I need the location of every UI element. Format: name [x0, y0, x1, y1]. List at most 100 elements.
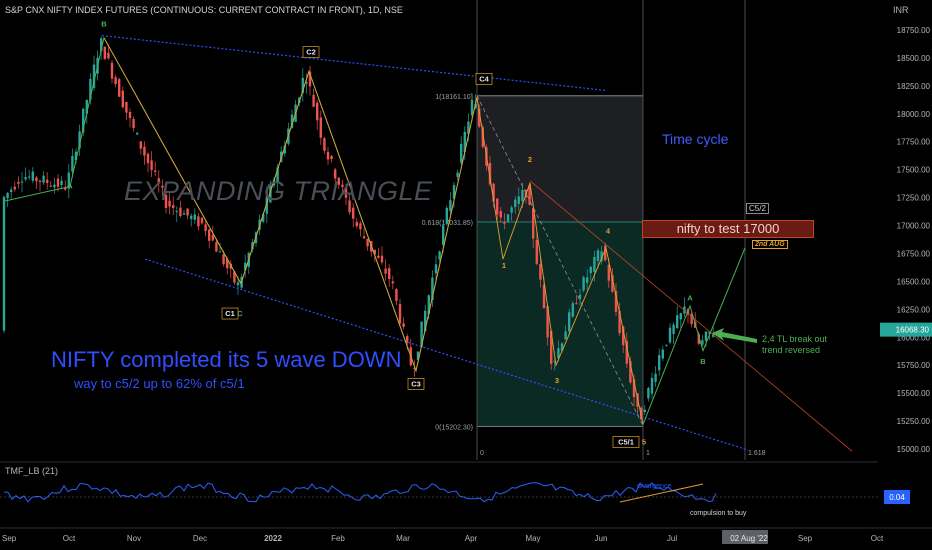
- candle-body: [697, 334, 700, 344]
- upper-trendline: [101, 34, 606, 91]
- candle-body: [388, 268, 391, 280]
- candle-body: [85, 100, 88, 114]
- price-tick-label: 18750.00: [897, 26, 931, 35]
- candle-body: [146, 153, 150, 164]
- price-tick-label: 16500.00: [897, 277, 931, 286]
- crosshair-date-label: 02 Aug '22: [730, 534, 768, 543]
- candle-body: [424, 310, 427, 332]
- candle-body: [568, 312, 571, 332]
- candle-body: [517, 196, 520, 204]
- candle-body: [38, 180, 42, 182]
- candle-body: [690, 313, 693, 325]
- oscillator-value-tag: [884, 490, 910, 504]
- wave-label: 3: [555, 376, 559, 385]
- fib-zone-lower: [477, 221, 643, 427]
- candle-body: [301, 77, 304, 94]
- wave-label-box: [221, 307, 239, 320]
- candle-body: [676, 315, 679, 328]
- candle-body: [308, 71, 312, 87]
- candle-body: [668, 327, 672, 343]
- divergence-annotation: divergence: [637, 483, 672, 490]
- candle-body: [456, 172, 459, 177]
- candle-body: [172, 205, 175, 208]
- candle-body: [64, 187, 67, 190]
- time-tick-label: Dec: [193, 534, 207, 543]
- candle-body: [510, 207, 513, 213]
- trendline-note: 2,4 TL break out trend reversed: [762, 334, 827, 356]
- candle-body: [442, 225, 445, 245]
- candle-body: [46, 179, 49, 183]
- currency-label: INR: [893, 5, 909, 15]
- candle-body: [312, 94, 315, 107]
- price-tick-label: 17500.00: [897, 166, 931, 175]
- price-tick-label: 16750.00: [897, 249, 931, 258]
- candle-body: [28, 176, 31, 178]
- wave-channel-line: [476, 95, 644, 426]
- oscillator-line: [3, 482, 717, 503]
- candle-body: [499, 211, 502, 218]
- candle-body: [514, 199, 517, 208]
- candle-body: [593, 257, 596, 272]
- candle-body: [359, 223, 362, 230]
- candle-body: [330, 155, 333, 159]
- candle-body: [208, 229, 211, 241]
- candle-body: [139, 141, 142, 149]
- price-axis-bg: [878, 0, 932, 550]
- candle-body: [222, 254, 225, 265]
- candle-body: [164, 194, 168, 208]
- candle-body: [402, 323, 405, 327]
- candle-body: [629, 361, 632, 383]
- candle-body: [650, 377, 654, 394]
- candle-body: [211, 234, 214, 241]
- candle-body: [373, 249, 376, 255]
- candle-body: [355, 221, 358, 227]
- compulsion-annotation: compulsion to buy: [690, 510, 747, 517]
- candle-body: [197, 216, 200, 227]
- candle-body: [53, 184, 56, 188]
- candle-body: [150, 160, 153, 171]
- candle-body: [420, 321, 423, 348]
- candle-body: [10, 189, 13, 193]
- time-tick-label: Apr: [465, 534, 478, 543]
- candle-body: [20, 181, 24, 183]
- candle-body: [276, 167, 279, 183]
- candle-body: [416, 351, 420, 360]
- candle-body: [604, 245, 607, 261]
- price-tick-label: 17000.00: [897, 222, 931, 231]
- candle-body: [384, 268, 387, 274]
- candle-body: [269, 184, 272, 203]
- candle-body: [492, 183, 495, 202]
- trendline-note-line-1: 2,4 TL break out: [762, 334, 828, 344]
- price-tick-label: 16000.00: [897, 333, 931, 342]
- candle-body: [470, 99, 474, 116]
- wave-label: A: [687, 293, 693, 302]
- wave-label: B: [101, 20, 107, 29]
- candle-body: [542, 284, 546, 309]
- indicator-label[interactable]: TMF_LB (21): [5, 466, 59, 476]
- candle-body: [92, 64, 96, 88]
- candle-body: [326, 152, 330, 160]
- candle-body: [704, 331, 708, 341]
- chart-title: S&P CNX NIFTY INDEX FUTURES (CONTINUOUS:…: [5, 5, 403, 15]
- last-price-value: 16068.30: [896, 326, 930, 335]
- candle-body: [100, 38, 103, 52]
- wave-label: B: [700, 357, 706, 366]
- time-tick-label: Feb: [331, 534, 345, 543]
- candle-body: [564, 331, 567, 340]
- candle-body: [190, 215, 193, 220]
- candle-body: [600, 251, 603, 262]
- candle-body: [647, 387, 650, 399]
- price-tick-label: 15750.00: [897, 361, 931, 370]
- candle-body: [643, 409, 646, 412]
- target-annotation: nifty to test 17000: [642, 220, 814, 238]
- candle-body: [658, 355, 661, 371]
- wave-c52-tag: C5/2: [746, 203, 769, 214]
- candle-body: [395, 289, 398, 301]
- candle-body: [118, 79, 121, 97]
- fib-zone-upper: [477, 95, 643, 222]
- time-tick-label: Oct: [871, 534, 884, 543]
- price-tick-label: 18500.00: [897, 54, 931, 63]
- wave-label: 4: [606, 226, 611, 235]
- candle-body: [481, 127, 484, 147]
